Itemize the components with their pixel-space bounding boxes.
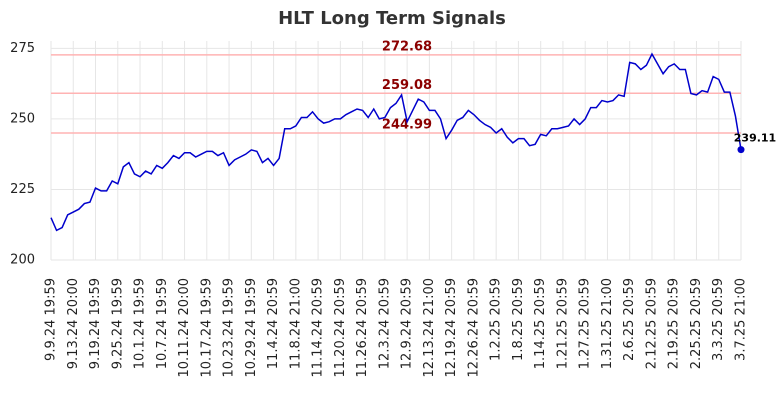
x-tick-label: 3.3.25 20:59 xyxy=(711,278,726,361)
x-tick-label: 12.26.24 20:59 xyxy=(466,278,481,378)
x-tick-label: 1.27.25 20:59 xyxy=(578,278,593,369)
level-label: 259.08 xyxy=(382,78,432,93)
y-tick-label: 275 xyxy=(10,41,35,56)
x-tick-label: 9.25.24 19:59 xyxy=(110,278,125,369)
level-label: 272.68 xyxy=(382,39,432,54)
x-tick-label: 10.11.24 20:00 xyxy=(177,278,192,378)
x-tick-label: 11.8.24 21:00 xyxy=(288,278,303,369)
x-tick-label: 1.31.25 21:00 xyxy=(600,278,615,369)
x-tick-label: 12.9.24 20:59 xyxy=(400,278,415,369)
x-tick-label: 9.13.24 20:00 xyxy=(66,278,81,369)
x-tick-label: 11.26.24 20:59 xyxy=(355,278,370,378)
last-value-label: 239.11 xyxy=(734,132,776,145)
chart-title: HLT Long Term Signals xyxy=(278,8,506,29)
x-tick-label: 2.25.25 20:59 xyxy=(689,278,704,369)
x-tick-label: 12.19.24 20:59 xyxy=(444,278,459,378)
y-tick-label: 200 xyxy=(10,253,35,268)
last-point xyxy=(737,146,745,154)
x-tick-label: 2.12.25 20:59 xyxy=(644,278,659,369)
x-tick-label: 11.4.24 20:59 xyxy=(266,278,281,369)
x-tick-label: 9.19.24 19:59 xyxy=(88,278,103,369)
price-line xyxy=(50,52,742,232)
y-tick-label: 225 xyxy=(10,182,35,197)
x-tick-label: 12.3.24 20:59 xyxy=(377,278,392,369)
x-tick-label: 11.20.24 20:59 xyxy=(333,278,348,378)
x-tick-label: 2.19.25 20:59 xyxy=(667,278,682,369)
x-tick-label: 10.29.24 19:59 xyxy=(244,278,259,378)
x-tick-label: 1.8.25 20:59 xyxy=(511,278,526,361)
x-tick-label: 10.1.24 19:59 xyxy=(133,278,148,369)
x-tick-label: 10.7.24 19:59 xyxy=(155,278,170,369)
x-tick-label: 12.13.24 21:00 xyxy=(422,278,437,378)
x-tick-label: 10.23.24 19:59 xyxy=(222,278,237,378)
x-tick-label: 1.21.25 20:59 xyxy=(555,278,570,369)
x-tick-label: 10.17.24 19:59 xyxy=(199,278,214,378)
y-tick-label: 250 xyxy=(10,111,35,126)
x-tick-label: 9.9.24 19:59 xyxy=(44,278,59,361)
x-tick-label: 3.7.25 21:00 xyxy=(734,278,749,361)
x-tick-label: 11.14.24 20:59 xyxy=(311,278,326,378)
x-tick-label: 1.14.25 20:59 xyxy=(533,278,548,369)
level-label: 244.99 xyxy=(382,118,432,133)
x-tick-label: 1.2.25 20:59 xyxy=(489,278,504,361)
x-tick-label: 2.6.25 20:59 xyxy=(622,278,637,361)
